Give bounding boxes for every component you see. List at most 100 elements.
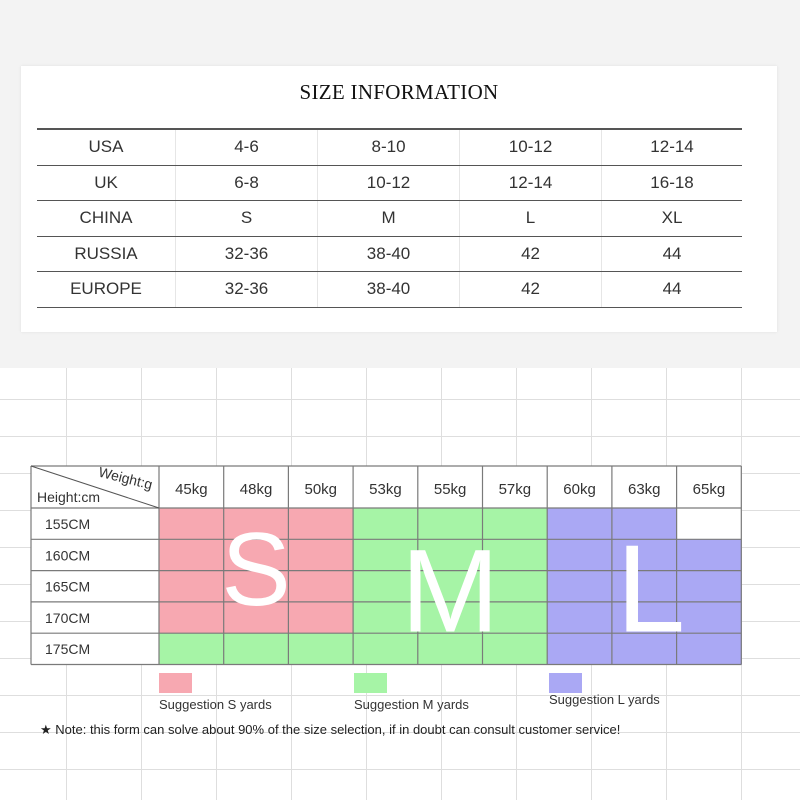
size-cell-s <box>159 570 225 603</box>
weight-column-header: 50kg <box>304 481 337 498</box>
weight-column-header: 63kg <box>628 481 661 498</box>
size-cell-s <box>159 508 225 540</box>
size-cell-l <box>676 570 742 603</box>
size-cell: 38-40 <box>317 271 460 308</box>
size-cell-s <box>223 539 289 572</box>
size-information-card: SIZE INFORMATION USA 4-6 8-10 10-12 12-14 UK 6… <box>21 66 777 332</box>
size-cell-l <box>611 570 678 603</box>
size-row-label: USA <box>37 129 176 166</box>
size-information-panel: SIZE INFORMATION USA 4-6 8-10 10-12 12-14 UK 6… <box>0 0 800 368</box>
size-cell-l <box>611 633 678 665</box>
size-cell-m <box>353 539 419 572</box>
height-axis-label: Height:cm <box>37 489 100 505</box>
height-row-label: 175CM <box>45 641 90 657</box>
size-conversion-table: USA 4-6 8-10 10-12 12-14 UK 6-8 10-12 12-14 16-18… <box>37 128 742 308</box>
size-cell-l <box>547 570 613 603</box>
size-row-label: RUSSIA <box>37 236 176 272</box>
size-cell: 8-10 <box>317 129 460 166</box>
size-cell-s <box>223 601 289 634</box>
size-m-overlay-letter: M <box>401 526 499 658</box>
size-s-overlay-letter: S <box>221 512 290 628</box>
size-cell: M <box>317 200 460 237</box>
size-cell-m <box>482 633 548 665</box>
size-cell: 16-18 <box>601 165 742 201</box>
legend-label-m: Suggestion M yards <box>354 697 469 712</box>
height-row-label: 160CM <box>45 547 90 563</box>
size-cell-m <box>482 508 548 540</box>
legend-label-l: Suggestion L yards <box>549 692 660 707</box>
size-cell-l <box>676 539 742 572</box>
size-row-russia: RUSSIA 32-36 38-40 42 44 <box>37 236 742 272</box>
size-cell-s <box>223 508 289 540</box>
size-cell-m <box>482 570 548 603</box>
weight-column-header: 45kg <box>175 481 208 498</box>
weight-column-header: 57kg <box>499 481 532 498</box>
height-row-label: 155CM <box>45 516 90 532</box>
size-row-label: EUROPE <box>37 271 176 308</box>
size-cell-s <box>288 539 354 572</box>
legend-swatch-s <box>159 673 192 693</box>
size-cell: 32-36 <box>174 236 318 272</box>
weight-height-chart-panel: Weight:g Height:cm 45kg 48kg 50kg 53kg 55kg 57k… <box>0 368 800 800</box>
size-cell-m <box>482 601 548 634</box>
size-cell: 10-12 <box>317 165 460 201</box>
weight-column-header: 65kg <box>693 481 726 498</box>
size-cell: S <box>174 200 318 237</box>
size-cell-s <box>159 539 225 572</box>
size-cell: 44 <box>601 236 742 272</box>
header-diagonal-line <box>30 465 160 509</box>
size-cell-l <box>611 601 678 634</box>
weight-column-header: 48kg <box>240 481 273 498</box>
size-cell-m <box>482 539 548 572</box>
size-cell-m <box>223 633 289 665</box>
weight-column-header: 60kg <box>563 481 596 498</box>
size-cell: 10-12 <box>459 129 602 166</box>
size-row-china: CHINA S M L XL <box>37 200 742 237</box>
size-cell-m <box>353 633 419 665</box>
size-cell: 6-8 <box>174 165 318 201</box>
size-cell-l <box>547 508 613 540</box>
size-information-title: SIZE INFORMATION <box>299 80 499 104</box>
size-row-label: CHINA <box>37 200 176 237</box>
size-cell-m <box>417 539 483 572</box>
size-l-overlay-letter: L <box>616 521 685 659</box>
size-cell-m <box>417 570 483 603</box>
size-cell-l <box>611 539 678 572</box>
size-cell-m <box>417 633 483 665</box>
size-row-label: UK <box>37 165 176 201</box>
size-cell-l <box>676 601 742 634</box>
legend-swatch-l <box>549 673 582 693</box>
size-cell: 42 <box>459 236 602 272</box>
size-cell-m <box>159 633 225 665</box>
size-cell: 32-36 <box>174 271 318 308</box>
size-cell-s <box>159 601 225 634</box>
size-cell-s <box>288 508 354 540</box>
size-cell: 4-6 <box>174 129 318 166</box>
height-row-label: 170CM <box>45 610 90 626</box>
size-cell-s <box>288 601 354 634</box>
size-cell-s <box>288 570 354 603</box>
size-cell-m <box>288 633 354 665</box>
size-cell: 12-14 <box>601 129 742 166</box>
weight-column-header: 55kg <box>434 481 467 498</box>
size-cell-s <box>223 570 289 603</box>
size-cell-m <box>353 508 419 540</box>
size-cell: 44 <box>601 271 742 308</box>
weight-column-header: 53kg <box>369 481 402 498</box>
size-cell-l <box>547 633 613 665</box>
size-cell: 38-40 <box>317 236 460 272</box>
height-row-label: 165CM <box>45 579 90 595</box>
size-cell-m <box>353 601 419 634</box>
size-cell: 12-14 <box>459 165 602 201</box>
size-row-europe: EUROPE 32-36 38-40 42 44 <box>37 271 742 308</box>
size-cell: 42 <box>459 271 602 308</box>
legend-label-s: Suggestion S yards <box>159 697 272 712</box>
size-cell-l <box>547 601 613 634</box>
size-row-usa: USA 4-6 8-10 10-12 12-14 <box>37 129 742 166</box>
size-cell: XL <box>601 200 742 237</box>
size-row-uk: UK 6-8 10-12 12-14 16-18 <box>37 165 742 201</box>
size-cell-m <box>417 508 483 540</box>
legend-swatch-m <box>354 673 387 693</box>
size-selection-note: ★ Note: this form can solve about 90% of… <box>40 722 620 737</box>
